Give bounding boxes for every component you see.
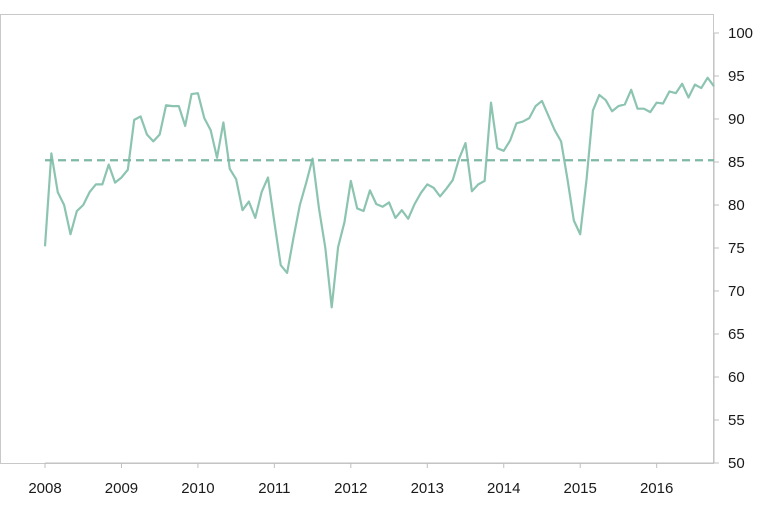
x-tick-label: 2016	[640, 480, 673, 497]
series-layer	[43, 76, 715, 309]
y-tick-label: 100	[728, 25, 753, 42]
y-axis-ticks: 50 55 60 65 70 75 80 85 90 95 100	[714, 25, 753, 472]
x-tick-label: 2012	[334, 480, 367, 497]
plot-frame	[0, 14, 714, 464]
x-tick-label: 2015	[564, 480, 597, 497]
x-tick-label: 2011	[258, 480, 290, 497]
x-tick-label: 2014	[487, 480, 520, 497]
x-tick-label: 2008	[28, 480, 61, 497]
y-tick-label: 90	[728, 111, 745, 128]
y-tick-label: 95	[728, 68, 745, 85]
y-tick-label: 65	[728, 326, 745, 343]
y-tick-label: 60	[728, 369, 745, 386]
x-tick-label: 2010	[181, 480, 214, 497]
y-tick-label: 55	[728, 412, 745, 429]
y-tick-label: 70	[728, 283, 745, 300]
y-tick-label: 75	[728, 240, 745, 257]
x-tick-label: 2013	[411, 480, 444, 497]
y-tick-label: 50	[728, 455, 745, 472]
x-tick-label: 2009	[105, 480, 138, 497]
y-tick-label: 85	[728, 154, 745, 171]
x-axis-ticks: 2008 2009 2010 2011 2012 2013 2014 2015 2016	[28, 463, 673, 497]
y-tick-label: 80	[728, 197, 745, 214]
series-line	[43, 76, 715, 309]
